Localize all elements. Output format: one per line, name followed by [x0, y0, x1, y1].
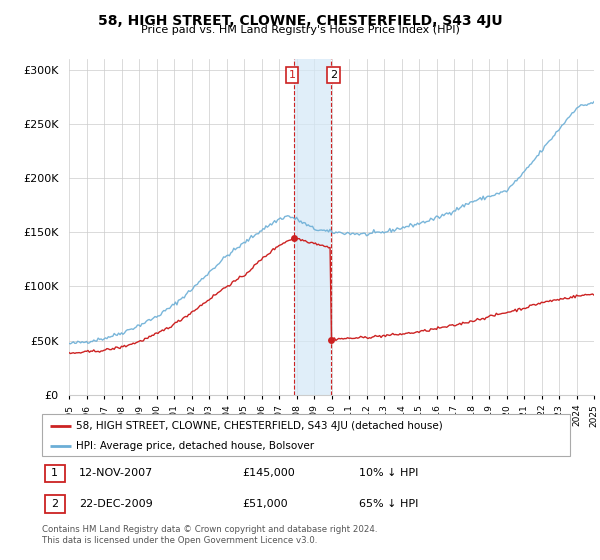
Text: 12-NOV-2007: 12-NOV-2007 — [79, 468, 153, 478]
FancyBboxPatch shape — [44, 496, 65, 513]
Text: 58, HIGH STREET, CLOWNE, CHESTERFIELD, S43 4JU: 58, HIGH STREET, CLOWNE, CHESTERFIELD, S… — [98, 14, 502, 28]
Text: 2: 2 — [329, 70, 337, 80]
Text: HPI: Average price, detached house, Bolsover: HPI: Average price, detached house, Bols… — [76, 441, 314, 451]
Text: 1: 1 — [289, 70, 296, 80]
FancyBboxPatch shape — [42, 414, 570, 456]
Text: Contains HM Land Registry data © Crown copyright and database right 2024.
This d: Contains HM Land Registry data © Crown c… — [42, 525, 377, 545]
Bar — [294, 59, 331, 395]
Text: Price paid vs. HM Land Registry's House Price Index (HPI): Price paid vs. HM Land Registry's House … — [140, 25, 460, 35]
Text: 58, HIGH STREET, CLOWNE, CHESTERFIELD, S43 4JU (detached house): 58, HIGH STREET, CLOWNE, CHESTERFIELD, S… — [76, 421, 443, 431]
Text: 22-DEC-2009: 22-DEC-2009 — [79, 499, 153, 509]
FancyBboxPatch shape — [44, 465, 65, 482]
Text: 1: 1 — [51, 468, 58, 478]
Text: £51,000: £51,000 — [242, 499, 288, 509]
Text: 65% ↓ HPI: 65% ↓ HPI — [359, 499, 418, 509]
Text: 2: 2 — [51, 499, 58, 509]
Text: 10% ↓ HPI: 10% ↓ HPI — [359, 468, 418, 478]
Text: £145,000: £145,000 — [242, 468, 295, 478]
